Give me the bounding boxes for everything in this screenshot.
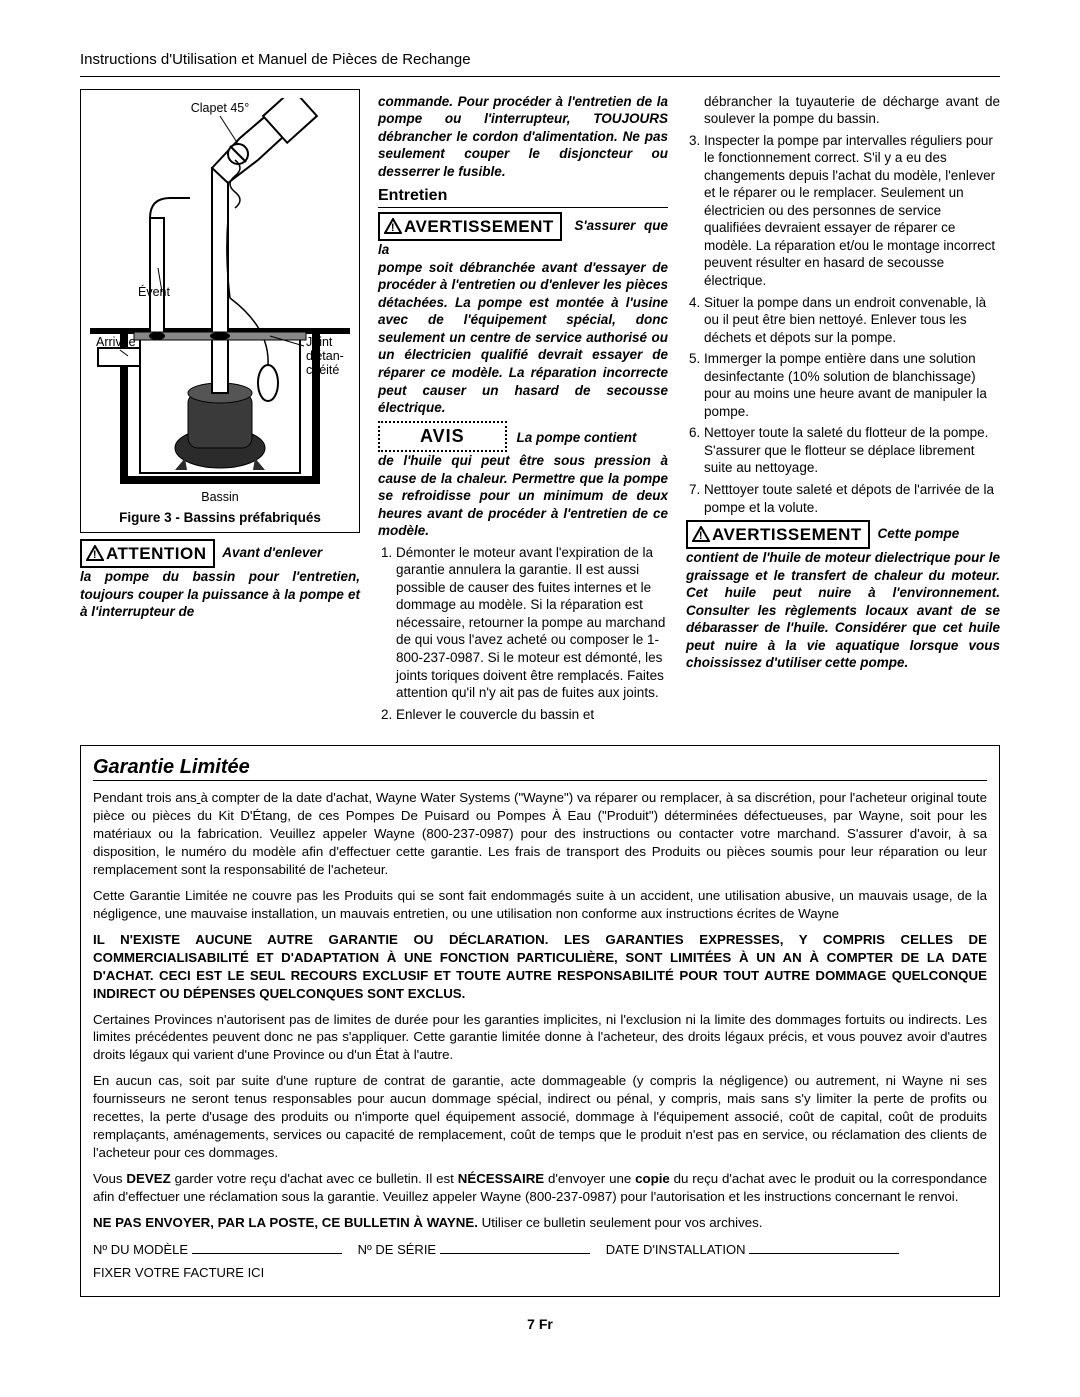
svg-text:!: ! <box>93 549 97 561</box>
svg-text:d'étan-: d'étan- <box>306 349 344 363</box>
avis-block: AVIS La pompe contient de l'huile qui pe… <box>378 421 668 540</box>
step-7: Netttoyer toute saleté et dépots de l'ar… <box>704 481 1000 516</box>
main-columns: Clapet 45° Évent Arrivée Joint d'étan- c… <box>80 89 1000 728</box>
warning-triangle-icon: ! <box>86 545 104 561</box>
col2-continuation: commande. Pour procéder à l'entretien de… <box>378 93 668 181</box>
col3-para1: débrancher la tuyauterie de décharge ava… <box>704 93 1000 128</box>
warranty-p1: Pendant trois ans à compter de la date d… <box>93 789 987 879</box>
label-bassin: Bassin <box>87 489 353 505</box>
avert2-lead: Cette pompe <box>878 526 960 541</box>
figure-box: Clapet 45° Évent Arrivée Joint d'étan- c… <box>80 89 360 534</box>
svg-text:Joint: Joint <box>306 335 333 349</box>
avis-body: de l'huile qui peut être sous pression à… <box>378 452 668 540</box>
step-6: Nettoyer toute la saleté du flotteur de … <box>704 424 1000 477</box>
date-blank[interactable] <box>749 1242 899 1254</box>
form-date-label: DATE D'INSTALLATION <box>606 1242 746 1257</box>
avert2-body: contient de l'huile de moteur dielectriq… <box>686 549 1000 672</box>
column-2: commande. Pour procéder à l'entretien de… <box>378 89 668 728</box>
step-4: Situer la pompe dans un endroit convenab… <box>704 294 1000 347</box>
attention-box: !ATTENTION <box>80 539 215 568</box>
attention-block: !ATTENTION Avant d'enlever la pompe du b… <box>80 539 360 621</box>
warning-triangle-icon: ! <box>384 218 402 234</box>
warranty-p4: Certaines Provinces n'autorisent pas de … <box>93 1011 987 1065</box>
label-clapet: Clapet 45° <box>191 101 250 115</box>
step-1: Démonter le moteur avant l'expiration de… <box>396 544 668 702</box>
avert-block-2: !AVERTISSEMENT Cette pompe contient de l… <box>686 520 1000 672</box>
step-2: Enlever le couvercle du bassin et <box>396 706 668 724</box>
form-serial-label: Nº DE SÉRIE <box>358 1242 436 1257</box>
label-arrivee: Arrivée <box>96 335 136 349</box>
svg-text:!: ! <box>699 530 703 542</box>
column-1: Clapet 45° Évent Arrivée Joint d'étan- c… <box>80 89 360 728</box>
warranty-title: Garantie Limitée <box>93 754 987 781</box>
figure-caption: Figure 3 - Bassins préfabriqués <box>87 509 353 527</box>
warranty-p2: Cette Garantie Limitée ne couvre pas les… <box>93 887 987 923</box>
warranty-p5: En aucun cas, soit par suite d'une ruptu… <box>93 1072 987 1162</box>
section-entretien: Entretien <box>378 186 668 208</box>
avert1-body: pompe soit débranchée avant d'essayer de… <box>378 259 668 417</box>
warning-triangle-icon: ! <box>692 526 710 542</box>
pump-diagram: Clapet 45° Évent Arrivée Joint d'étan- c… <box>87 98 353 493</box>
form-attach-line: FIXER VOTRE FACTURE ICI <box>93 1265 987 1282</box>
avis-box: AVIS <box>378 421 507 452</box>
label-event: Évent <box>138 284 170 299</box>
warranty-p6: Vous DEVEZ garder votre reçu d'achat ave… <box>93 1170 987 1206</box>
avis-lead: La pompe contient <box>516 430 636 445</box>
step-3: Inspecter la pompe par intervalles régul… <box>704 132 1000 290</box>
form-model-label: Nº DU MODÈLE <box>93 1242 188 1257</box>
avert-block-1: !AVERTISSEMENT S'assurer que la pompe so… <box>378 212 668 417</box>
step-5: Immerger la pompe entière dans une solut… <box>704 350 1000 420</box>
page-number: 7 Fr <box>80 1315 1000 1333</box>
svg-text:!: ! <box>391 222 395 234</box>
form-line-1: Nº DU MODÈLE Nº DE SÉRIE DATE D'INSTALLA… <box>93 1242 987 1259</box>
warranty-box: Garantie Limitée Pendant trois ans à com… <box>80 745 1000 1296</box>
attention-lead: Avant d'enlever <box>222 545 322 560</box>
attention-body: la pompe du bassin pour l'entretien, tou… <box>80 568 360 621</box>
model-blank[interactable] <box>192 1242 342 1254</box>
serial-blank[interactable] <box>440 1242 590 1254</box>
column-3: débrancher la tuyauterie de décharge ava… <box>686 89 1000 728</box>
steps-col3: Inspecter la pompe par intervalles régul… <box>704 132 1000 516</box>
avertissement-box-1: !AVERTISSEMENT <box>378 212 562 241</box>
warranty-p7: NE PAS ENVOYER, PAR LA POSTE, CE BULLETI… <box>93 1214 987 1232</box>
svg-text:chéité: chéité <box>306 363 339 377</box>
warranty-p3: IL N'EXISTE AUCUNE AUTRE GARANTIE OU DÉC… <box>93 931 987 1003</box>
page-header: Instructions d'Utilisation et Manuel de … <box>80 50 1000 77</box>
steps-col2: Démonter le moteur avant l'expiration de… <box>396 544 668 723</box>
avertissement-box-2: !AVERTISSEMENT <box>686 520 870 549</box>
